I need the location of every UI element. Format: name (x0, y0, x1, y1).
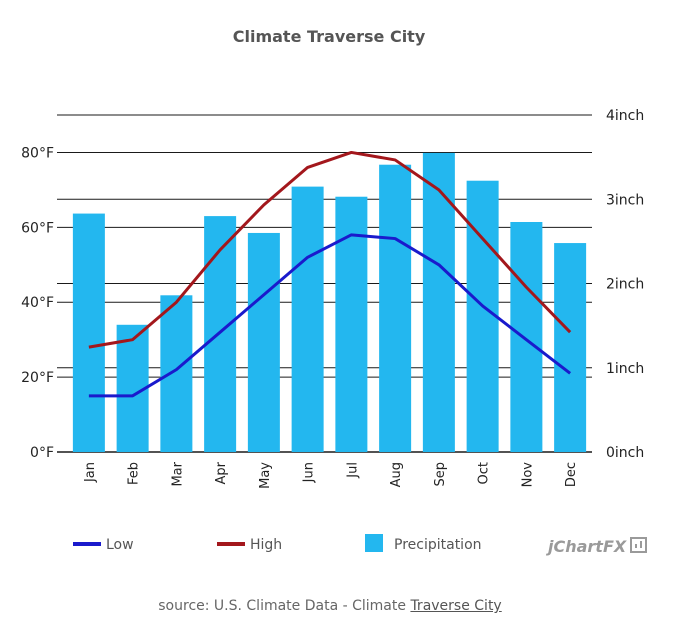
x-tick-label: Mar (170, 461, 185, 486)
left-tick-label: 40°F (21, 295, 54, 311)
precipitation-bars (72, 152, 587, 453)
precipitation-bar (247, 232, 280, 452)
legend-low-swatch (73, 542, 101, 546)
right-axis: 0inch 1inch 2inch 3inch 4inch (606, 108, 644, 461)
x-tick-label: May (258, 462, 273, 489)
x-tick-label: Sep (433, 462, 448, 487)
x-tick-label: Nov (520, 462, 535, 488)
legend-precipitation-label: Precipitation (394, 537, 482, 553)
left-tick-label: 0°F (30, 445, 54, 461)
precipitation-bar (379, 164, 412, 452)
x-tick-label: Aug (389, 462, 404, 487)
x-axis: Jan Feb Mar Apr May Jun Jul Aug Sep Oct Nov Dec (83, 461, 579, 489)
right-tick-label: 0inch (606, 445, 644, 461)
source-text: source: U.S. Climate Data - Climate (158, 598, 411, 614)
x-tick-label: Apr (214, 461, 229, 484)
svg-text:jChartFX: jChartFX (545, 537, 627, 556)
x-tick-label: Jan (83, 462, 98, 483)
legend-high-label: High (250, 537, 282, 553)
legend-precipitation-swatch (365, 534, 383, 552)
left-tick-label: 60°F (21, 220, 54, 236)
source-credit: source: U.S. Climate Data - Climate Trav… (0, 598, 660, 614)
jchartfx-logo: jChartFX (545, 537, 647, 556)
left-tick-label: 20°F (21, 370, 54, 386)
legend-low-label: Low (106, 537, 134, 553)
low-line (88, 233, 572, 398)
legend: Low High Precipitation (73, 534, 482, 553)
precipitation-bar (291, 186, 324, 453)
climate-chart: Climate Traverse City 0°F 20°F 40°F 60°F 80°… (21, 27, 647, 556)
x-tick-label: Oct (477, 462, 492, 484)
right-tick-label: 2inch (606, 277, 644, 293)
x-tick-label: Jun (302, 462, 317, 483)
right-tick-label: 4inch (606, 108, 644, 124)
right-tick-label: 1inch (606, 361, 644, 377)
x-tick-label: Feb (127, 462, 142, 485)
left-tick-label: 80°F (21, 145, 54, 161)
source-link[interactable]: Traverse City (410, 598, 502, 614)
chart-title: Climate Traverse City (233, 27, 426, 46)
precipitation-bar (510, 221, 543, 452)
temperature-lines (88, 150, 572, 398)
precipitation-bar (72, 213, 105, 452)
x-tick-label: Dec (564, 462, 579, 487)
precipitation-bar (554, 243, 587, 452)
precipitation-bar (422, 152, 455, 452)
left-axis: 0°F 20°F 40°F 60°F 80°F (21, 145, 54, 461)
right-tick-label: 3inch (606, 192, 644, 208)
high-line (88, 150, 572, 349)
precipitation-bar (160, 295, 193, 452)
legend-high-swatch (217, 542, 245, 546)
x-tick-label: Jul (345, 462, 360, 479)
